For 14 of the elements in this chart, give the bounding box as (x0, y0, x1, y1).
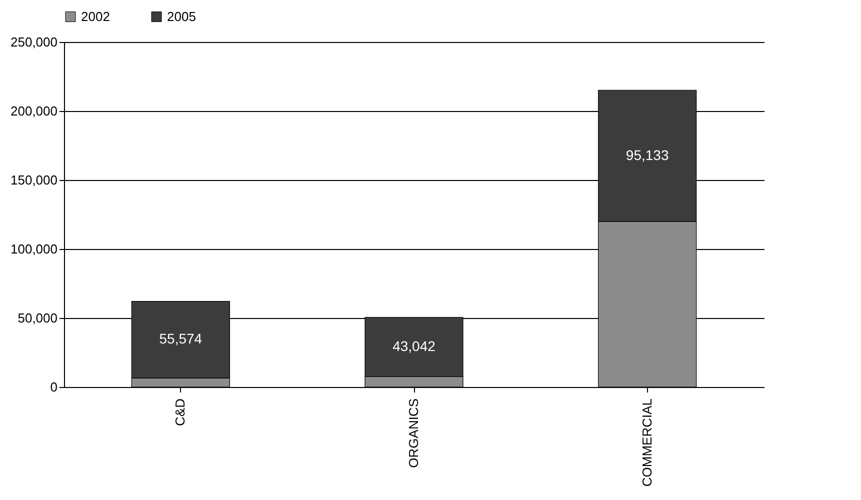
y-tick-label: 100,000 (10, 242, 58, 256)
data-label: 55,574 (159, 330, 202, 347)
legend-label: 2002 (81, 8, 110, 24)
data-label: 95,133 (626, 146, 669, 163)
x-tick-label: ORGANICS (406, 398, 421, 468)
y-tick-label: 250,000 (10, 34, 58, 50)
legend-label: 2005 (167, 8, 196, 24)
y-tick-label: 200,000 (10, 104, 58, 118)
x-tick-label: C&D (172, 398, 188, 426)
y-tick-label: 150,000 (10, 172, 58, 188)
data-label: 43,042 (392, 338, 436, 354)
y-tick-label: 0 (50, 380, 58, 394)
x-tick-label: COMMERCIAL (639, 398, 654, 487)
y-tick-label: 50,000 (18, 310, 58, 326)
